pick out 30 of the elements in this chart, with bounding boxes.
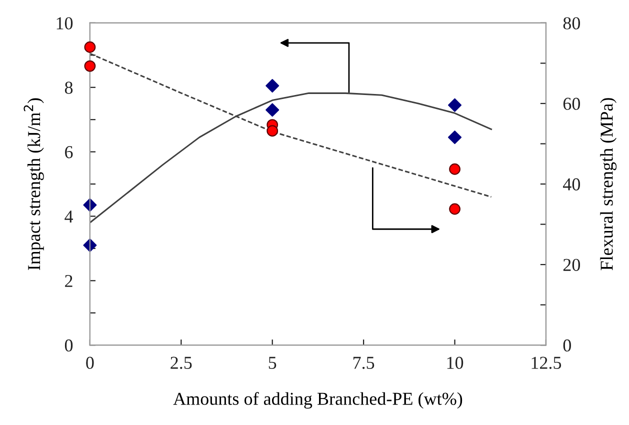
point <box>266 125 278 137</box>
point <box>449 163 460 175</box>
y-axis-title: Impact strength (kJ/m$^{2}$) <box>24 98 44 270</box>
point <box>84 41 96 53</box>
point <box>83 238 97 252</box>
point <box>266 103 280 117</box>
y-tick-label: 0 <box>64 339 73 352</box>
y2-tick-label: 60 <box>563 98 580 110</box>
x-axis-title: Amounts of adding Branched-PE (wt%) <box>173 392 462 409</box>
point <box>448 130 462 144</box>
x-tick-label: 7.5 <box>353 356 374 369</box>
point <box>448 98 462 112</box>
y2-tick-label: 0 <box>563 339 571 352</box>
point <box>266 79 280 93</box>
point <box>84 60 96 72</box>
y2-tick-label: 80 <box>563 17 580 30</box>
y-tick-label: 10 <box>56 17 73 30</box>
x-tick-label: 12.5 <box>532 356 562 369</box>
x-tick-label: 5 <box>268 356 276 369</box>
y-tick-label: 4 <box>64 210 73 223</box>
y2-tick-label: 40 <box>562 178 580 190</box>
x-tick-label: 2.5 <box>170 356 192 369</box>
point <box>449 203 460 215</box>
x-tick-label: 0 <box>86 356 94 369</box>
y-tick-label: 6 <box>65 146 73 158</box>
y2-axis-title: Flexural strength (MPa) <box>600 98 617 270</box>
y-tick-label: 8 <box>64 82 73 94</box>
y-tick-label: 2 <box>65 274 72 287</box>
y2-tick-label: 20 <box>563 258 580 272</box>
x-tick-label: 10 <box>447 356 464 369</box>
